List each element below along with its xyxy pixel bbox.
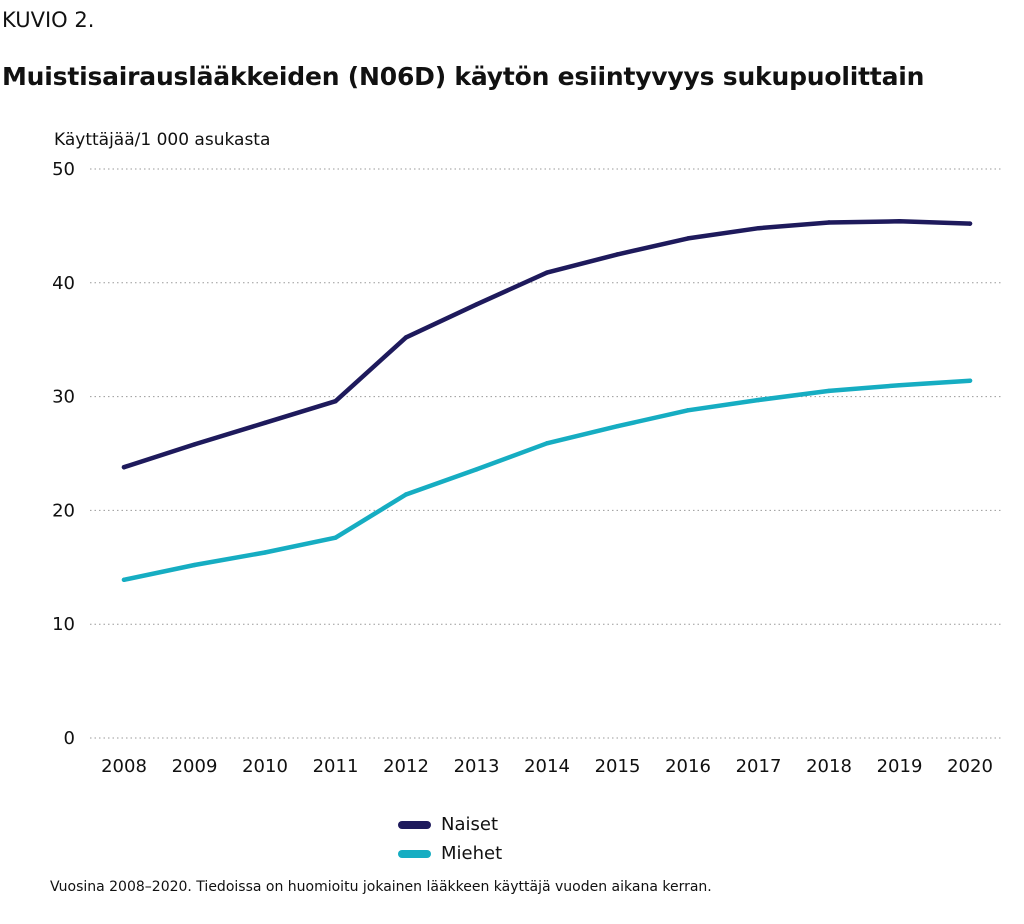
- figure-label: KUVIO 2.: [2, 8, 95, 32]
- data-point-miehet: [403, 492, 409, 497]
- footnote: Vuosina 2008–2020. Tiedoissa on huomioit…: [50, 879, 712, 895]
- y-tick-label: 30: [52, 387, 75, 408]
- data-point-miehet: [474, 467, 479, 472]
- y-tick-label: 10: [52, 614, 75, 635]
- data-point-naiset: [192, 442, 197, 447]
- x-tick-label: 2010: [242, 756, 288, 777]
- x-tick-label: 2016: [665, 756, 711, 777]
- data-point-naiset: [403, 335, 409, 340]
- y-tick-labels: 0 10 20 30 40 50: [52, 159, 75, 749]
- x-tick-label: 2014: [524, 756, 570, 777]
- series-lines: [121, 219, 973, 583]
- data-point-miehet: [192, 562, 197, 568]
- data-point-miehet: [544, 441, 550, 446]
- legend-label: Naiset: [441, 814, 499, 835]
- data-point-naiset: [756, 225, 761, 231]
- data-point-miehet: [685, 408, 691, 413]
- data-point-miehet: [333, 535, 338, 540]
- y-tick-label: 40: [52, 273, 75, 294]
- data-point-naiset: [615, 252, 620, 257]
- data-point-naiset: [333, 398, 338, 404]
- y-axis-label: Käyttäjää/1 000 asukasta: [54, 130, 270, 150]
- data-point-miehet: [967, 378, 973, 383]
- data-point-naiset: [685, 236, 691, 241]
- series-line-miehet: [121, 378, 973, 583]
- data-point-miehet: [756, 397, 761, 403]
- data-point-naiset: [544, 270, 550, 275]
- data-point-naiset: [967, 221, 973, 226]
- chart-title: Muistisairauslääkkeiden (N06D) käytön es…: [2, 62, 925, 91]
- legend-label: Miehet: [441, 843, 503, 864]
- data-point-naiset: [897, 219, 902, 224]
- y-tick-label: 20: [52, 500, 75, 521]
- data-point-miehet: [826, 388, 832, 394]
- legend-swatch-naiset: [398, 820, 431, 829]
- x-tick-label: 2008: [101, 756, 147, 777]
- x-tick-label: 2020: [947, 756, 993, 777]
- data-point-miehet: [897, 383, 902, 388]
- x-tick-label: 2011: [313, 756, 359, 777]
- legend: Naiset Miehet: [398, 810, 502, 868]
- x-tick-label: 2019: [877, 756, 923, 777]
- x-tick-labels: 2008 2009 2010 2011 2012 2013 2014 2015 2016 2017…: [101, 756, 993, 777]
- x-tick-label: 2009: [172, 756, 218, 777]
- data-point-miehet: [615, 423, 620, 429]
- y-tick-label: 0: [64, 728, 75, 749]
- data-point-miehet: [262, 550, 268, 555]
- legend-item-naiset: Naiset: [398, 810, 502, 839]
- line-chart: Käyttäjää/1 000 asukasta 0 10 20 30 40 50 200…: [52, 130, 1002, 777]
- x-tick-label: 2018: [806, 756, 852, 777]
- series-line-naiset: [121, 219, 973, 470]
- data-point-naiset: [262, 420, 268, 425]
- data-point-miehet: [121, 577, 127, 583]
- y-tick-label: 50: [52, 159, 75, 180]
- gridlines: [90, 168, 1002, 739]
- x-tick-label: 2013: [454, 756, 500, 777]
- data-point-naiset: [121, 464, 127, 470]
- x-tick-label: 2017: [736, 756, 782, 777]
- legend-item-miehet: Miehet: [398, 839, 502, 868]
- data-point-naiset: [826, 220, 832, 225]
- x-tick-label: 2012: [383, 756, 429, 777]
- data-point-naiset: [474, 302, 479, 307]
- legend-swatch-miehet: [398, 849, 431, 858]
- x-tick-label: 2015: [595, 756, 641, 777]
